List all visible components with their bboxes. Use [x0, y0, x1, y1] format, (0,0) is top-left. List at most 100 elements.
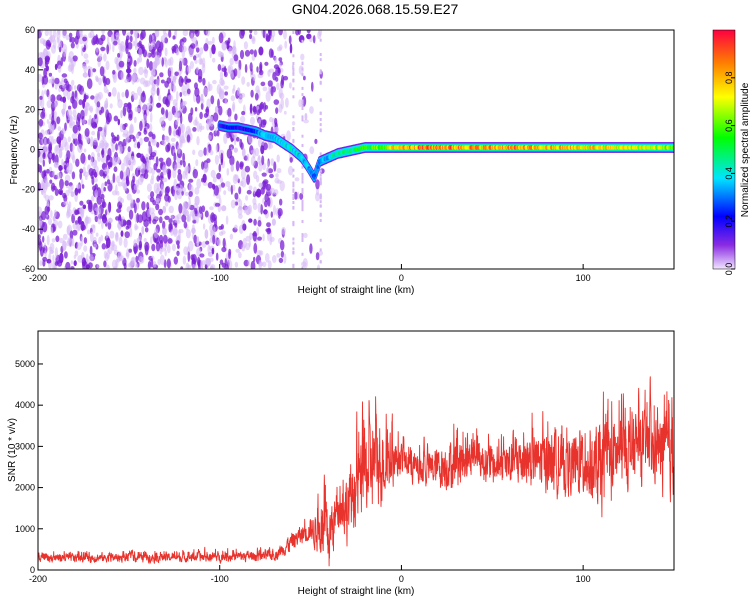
noise-blob: [230, 164, 235, 172]
noise-blob: [117, 190, 120, 196]
noise-blob: [303, 232, 308, 238]
noise-stripe: [301, 188, 304, 192]
noise-blob: [234, 261, 239, 268]
x-tick-label: -100: [211, 574, 229, 584]
noise-blob: [49, 30, 53, 37]
noise-blob: [105, 115, 111, 125]
noise-stripe: [292, 181, 295, 185]
noise-blob: [205, 30, 211, 37]
noise-blob: [68, 61, 74, 71]
noise-blob: [97, 91, 103, 100]
noise-blob: [194, 187, 200, 195]
noise-blob: [193, 119, 198, 126]
noise-blob: [186, 214, 190, 222]
noise-blob: [150, 236, 153, 245]
noise-blob: [168, 30, 172, 38]
noise-blob: [196, 136, 200, 146]
noise-blob: [252, 73, 256, 82]
noise-blob: [117, 118, 121, 126]
noise-blob: [272, 255, 277, 263]
noise-blob: [214, 154, 219, 165]
noise-blob: [210, 212, 216, 223]
noise-stripe: [301, 173, 304, 176]
noise-blob: [100, 234, 104, 242]
noise-blob: [220, 182, 226, 188]
colorbar-tick-label: 0.0: [724, 263, 734, 276]
noise-blob: [312, 35, 316, 44]
noise-blob: [130, 256, 136, 266]
noise-blob: [309, 146, 315, 155]
noise-stripe: [292, 95, 295, 99]
noise-blob: [58, 165, 63, 172]
noise-blob: [239, 49, 245, 60]
noise-blob: [133, 30, 136, 35]
noise-blob: [125, 133, 129, 145]
noise-blob: [212, 183, 216, 190]
noise-blob: [64, 251, 68, 259]
noise-blob: [250, 116, 255, 126]
noise-blob: [174, 215, 179, 224]
noise-stripe: [292, 222, 295, 225]
noise-blob: [250, 260, 256, 269]
noise-blob: [159, 72, 164, 78]
noise-stripe: [292, 71, 295, 75]
noise-blob: [125, 160, 132, 165]
noise-blob: [87, 229, 91, 235]
noise-blob: [232, 84, 236, 92]
noise-blob: [72, 121, 76, 126]
noise-blob: [109, 103, 113, 109]
noise-blob: [267, 168, 274, 174]
colorbar-tick-label: 0.4: [724, 167, 734, 180]
noise-blob: [54, 101, 57, 108]
noise-blob: [249, 103, 253, 114]
noise-blob: [95, 37, 100, 45]
noise-blob: [50, 210, 53, 218]
noise-blob: [192, 168, 198, 179]
noise-blob: [202, 181, 208, 186]
noise-blob: [52, 254, 55, 262]
noise-blob: [159, 41, 164, 51]
noise-blob: [222, 237, 226, 249]
noise-blob: [242, 237, 247, 249]
noise-blob: [206, 98, 211, 109]
noise-blob: [265, 252, 270, 263]
noise-blob: [216, 172, 222, 180]
noise-blob: [204, 210, 209, 218]
noise-blob: [46, 235, 50, 246]
noise-blob: [132, 40, 136, 47]
noise-blob: [239, 115, 246, 123]
noise-blob: [303, 75, 306, 81]
noise-blob: [133, 244, 137, 255]
noise-blob: [273, 99, 280, 105]
noise-blob: [192, 219, 197, 224]
noise-blob: [148, 131, 154, 137]
noise-blob: [136, 197, 140, 203]
noise-blob: [160, 171, 164, 179]
noise-blob: [212, 234, 216, 245]
noise-blob: [162, 220, 166, 230]
noise-blob: [298, 99, 302, 108]
noise-blob: [150, 86, 156, 96]
noise-blob: [40, 97, 45, 109]
noise-blob: [98, 37, 104, 46]
noise-blob: [146, 183, 152, 192]
noise-blob: [134, 263, 139, 268]
noise-blob: [162, 30, 167, 35]
noise-blob: [150, 48, 156, 58]
noise-blob: [112, 244, 118, 252]
noise-blob: [49, 249, 54, 254]
noise-blob: [112, 173, 116, 184]
y-tick-label: 1000: [15, 524, 35, 534]
noise-blob: [133, 67, 137, 74]
noise-blob: [138, 47, 143, 58]
noise-blob: [197, 213, 203, 218]
noise-blob: [125, 176, 129, 182]
noise-blob: [132, 72, 138, 83]
noise-blob: [173, 152, 177, 163]
noise-blob: [108, 201, 112, 213]
noise-blob: [133, 116, 137, 124]
noise-blob: [288, 82, 292, 89]
noise-blob: [223, 133, 228, 145]
y-tick-label: -60: [22, 264, 35, 274]
noise-stripe: [292, 201, 295, 204]
